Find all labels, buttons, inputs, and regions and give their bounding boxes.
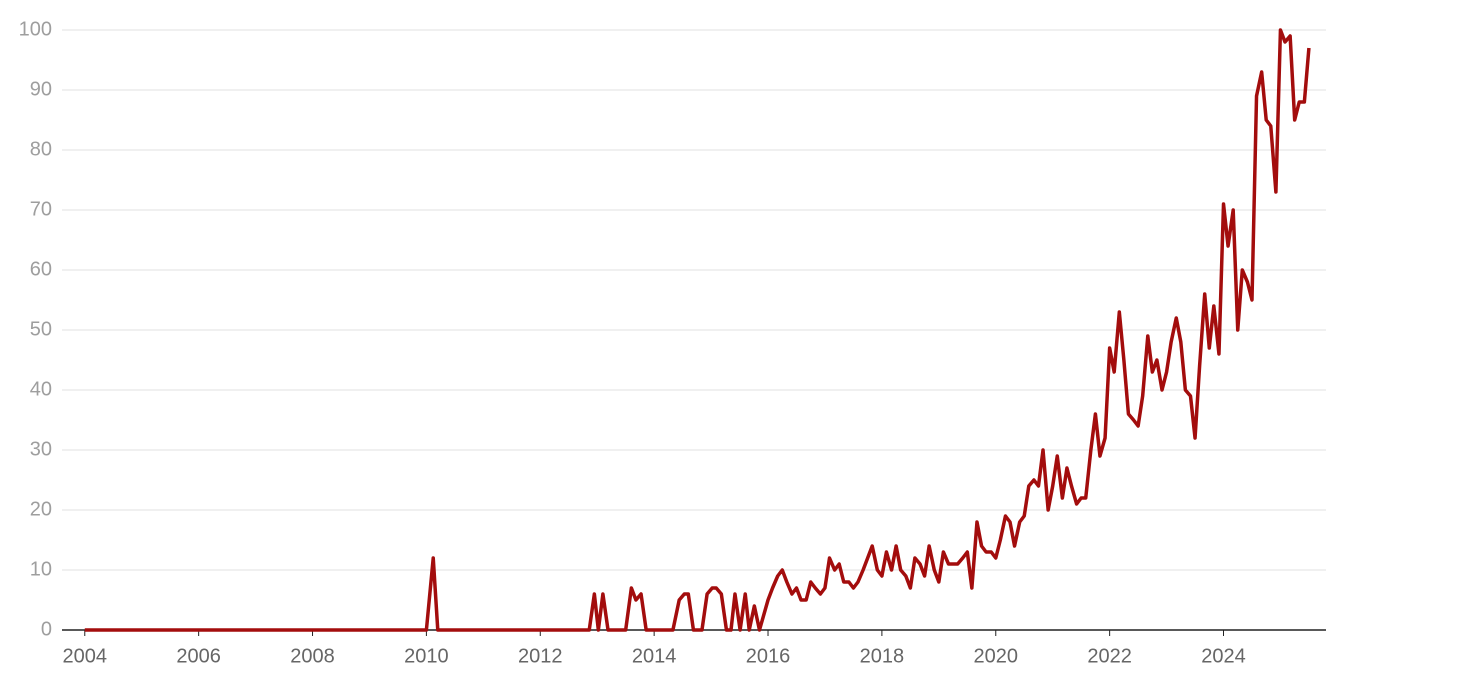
y-tick-label: 80 [30,138,52,160]
y-tick-label: 60 [30,258,52,280]
y-tick-label: 10 [30,558,52,580]
y-tick-label: 50 [30,318,52,340]
y-tick-label: 70 [30,198,52,220]
y-tick-label: 90 [30,78,52,100]
x-tick-label: 2014 [632,645,677,667]
x-tick-label: 2006 [176,645,221,667]
y-tick-label: 40 [30,378,52,400]
line-series [84,28,1311,632]
x-tick-label: 2012 [518,645,563,667]
y-tick-label: 30 [30,438,52,460]
y-tick-label: 0 [41,618,52,640]
y-tick-label: 100 [19,18,52,40]
x-tick-label: 2022 [1087,645,1132,667]
x-tick-label: 2020 [974,645,1019,667]
x-tick-label: 2008 [290,645,335,667]
y-tick-label: 20 [30,498,52,520]
x-tick-label: 2018 [860,645,905,667]
x-tick-label: 2024 [1201,645,1246,667]
x-tick-label: 2010 [404,645,449,667]
x-tick-label: 2016 [746,645,791,667]
x-tick-label: 2004 [63,645,108,667]
